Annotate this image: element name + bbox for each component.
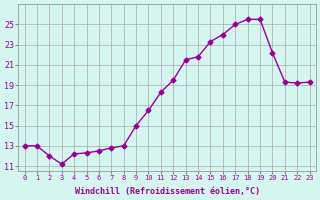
X-axis label: Windchill (Refroidissement éolien,°C): Windchill (Refroidissement éolien,°C)	[75, 187, 260, 196]
